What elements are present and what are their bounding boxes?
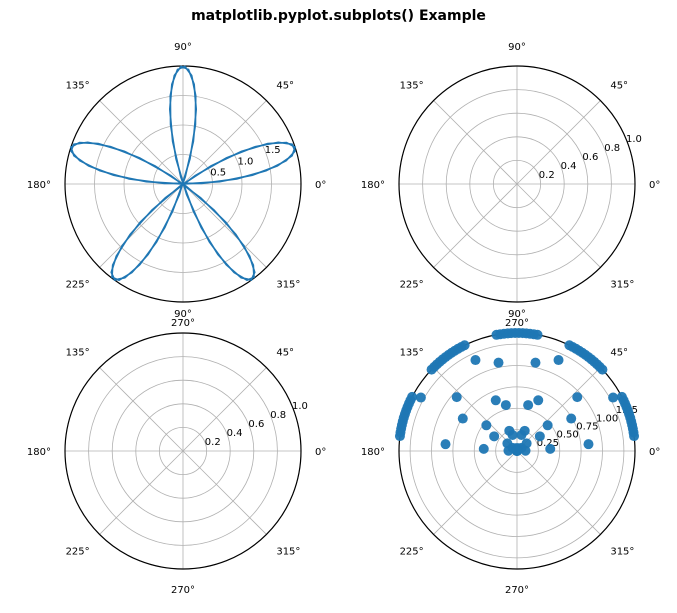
r-tick-label: 1.0 (292, 401, 308, 412)
theta-tick-label: 45° (610, 81, 628, 92)
scatter-marker (503, 446, 513, 456)
theta-gridline (434, 101, 517, 184)
theta-tick-label: 270° (171, 585, 195, 596)
theta-tick-label: 90° (174, 309, 192, 320)
scatter-marker (494, 358, 504, 368)
scatter-marker (523, 400, 533, 410)
theta-tick-label: 315° (610, 546, 634, 557)
scatter-marker (554, 355, 564, 365)
theta-gridline (434, 184, 517, 267)
theta-tick-label: 225° (400, 546, 424, 557)
scatter-marker (583, 439, 593, 449)
polar-axes-bottom-left: 0° 45° 90° 135° 180° 225° 270° 315° 0.2 0.4 0.6 0.8… (27, 309, 326, 596)
scatter-marker (504, 426, 514, 436)
polar-axes-top-right: 0°45°90°135°180°225°270°315°0.20.40.60.8… (361, 42, 660, 329)
theta-gridline (517, 451, 600, 534)
theta-tick-label: 90° (174, 42, 192, 53)
scatter-marker (566, 414, 576, 424)
scatter-marker (533, 395, 543, 405)
scatter-marker (441, 439, 451, 449)
scatter-marker (395, 431, 405, 441)
r-tick-label: 0.6 (582, 152, 598, 163)
scatter-marker (489, 431, 499, 441)
theta-tick-label: 315° (276, 279, 300, 290)
polar-axes-top-left: 0°45°90°135°180°225°270°315°0.51.01.5 (27, 42, 326, 329)
scatter-marker (564, 340, 574, 350)
r-tick-label: 0.5 (210, 168, 226, 179)
r-tick-label: 0.8 (604, 143, 620, 154)
theta-tick-label: 225° (400, 279, 424, 290)
scatter-marker (545, 444, 555, 454)
theta-tick-label: 180° (361, 447, 385, 458)
scatter-marker (492, 330, 502, 340)
scatter-marker (522, 438, 532, 448)
r-tick-label: 1.0 (626, 134, 642, 145)
figure: matplotlib.pyplot.subplots() Example 0° 4… (0, 0, 677, 609)
scatter-marker (535, 431, 545, 441)
theta-tick-label: 0° (315, 180, 326, 191)
figure-suptitle: matplotlib.pyplot.subplots() Example (0, 8, 677, 24)
theta-tick-label: 225° (66, 546, 90, 557)
theta-tick-label: 45° (276, 348, 294, 359)
theta-gridline (183, 451, 266, 534)
theta-tick-label: 270° (505, 585, 529, 596)
scatter-marker (516, 430, 526, 440)
theta-tick-label: 0° (649, 180, 660, 191)
theta-tick-label: 180° (361, 180, 385, 191)
scatter-marker (458, 414, 468, 424)
scatter-marker (470, 355, 480, 365)
scatter-marker (479, 444, 489, 454)
scatter-marker (416, 393, 426, 403)
scatter-marker (572, 392, 582, 402)
theta-tick-label: 90° (508, 42, 526, 53)
r-tick-label: 0.2 (539, 170, 555, 181)
theta-gridline (100, 451, 183, 534)
scatter-marker (512, 446, 522, 456)
theta-gridline (183, 368, 266, 451)
r-tick-label: 1.0 (238, 156, 254, 167)
r-tick-label: 1.5 (265, 145, 281, 156)
r-tick-label: 0.6 (248, 419, 264, 430)
r-tick-label: 0.4 (561, 161, 577, 172)
scatter-marker (530, 358, 540, 368)
theta-tick-label: 180° (27, 180, 51, 191)
theta-gridline (100, 368, 183, 451)
theta-tick-label: 0° (649, 447, 660, 458)
r-tick-label: 0.4 (227, 428, 243, 439)
theta-tick-label: 45° (276, 81, 294, 92)
theta-gridline (517, 184, 600, 267)
theta-tick-label: 315° (276, 546, 300, 557)
theta-tick-label: 45° (610, 348, 628, 359)
theta-tick-label: 180° (27, 447, 51, 458)
theta-tick-label: 0° (315, 447, 326, 458)
theta-tick-label: 135° (66, 348, 90, 359)
r-tick-label: 0.8 (270, 410, 286, 421)
plot-svg: 0° 45° 90° 135° 180° 225° 270° 315° 0.5 1.0 1.5 0° 4… (0, 0, 677, 609)
r-tick-label: 0.2 (205, 437, 221, 448)
scatter-marker (543, 420, 553, 430)
theta-tick-label: 135° (400, 81, 424, 92)
scatter-marker (608, 393, 618, 403)
scatter-marker (427, 365, 437, 375)
theta-tick-label: 315° (610, 279, 634, 290)
scatter-marker (617, 392, 627, 402)
theta-gridline (517, 101, 600, 184)
scatter-marker (481, 420, 491, 430)
theta-tick-label: 90° (508, 309, 526, 320)
theta-tick-label: 135° (400, 348, 424, 359)
theta-tick-label: 135° (66, 81, 90, 92)
scatter-marker (501, 400, 511, 410)
theta-tick-label: 225° (66, 279, 90, 290)
scatter-marker (491, 395, 501, 405)
scatter-marker (452, 392, 462, 402)
theta-gridline (434, 451, 517, 534)
